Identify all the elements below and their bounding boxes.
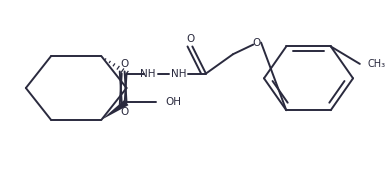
Text: O: O [120,107,129,117]
Text: O: O [120,59,129,69]
Text: O: O [186,34,195,44]
Text: OH: OH [165,98,181,107]
Text: NH: NH [140,69,156,78]
Text: NH: NH [171,69,187,78]
Polygon shape [101,100,128,120]
Text: CH₃: CH₃ [368,59,386,69]
Text: O: O [252,38,260,48]
